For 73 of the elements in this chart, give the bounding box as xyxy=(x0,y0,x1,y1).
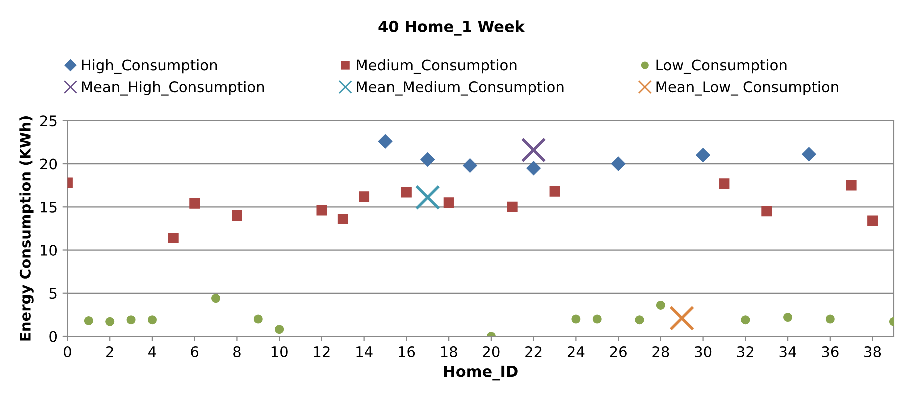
point xyxy=(611,156,626,172)
y-tick-label: 15 xyxy=(41,202,57,213)
x-tick-label: 16 xyxy=(399,346,416,358)
legend-label: High_Consumption xyxy=(82,59,218,74)
point xyxy=(420,152,436,167)
point xyxy=(444,198,454,208)
point xyxy=(148,316,157,325)
x-tick-label: 10 xyxy=(272,346,288,358)
point xyxy=(84,316,94,326)
x-tick-label: 20 xyxy=(483,346,500,358)
point xyxy=(190,198,200,209)
x-tick-label: 12 xyxy=(314,346,330,358)
point xyxy=(762,206,772,217)
legend-label: Low_Consumption xyxy=(656,59,787,74)
x-tick-label: 32 xyxy=(738,346,754,358)
point xyxy=(338,214,348,224)
point xyxy=(656,300,666,310)
point xyxy=(719,178,730,190)
point xyxy=(526,161,542,176)
x-tick-label: 22 xyxy=(526,346,542,358)
x-tick-label: 38 xyxy=(864,346,882,358)
point xyxy=(670,306,695,331)
x-tick-label: 18 xyxy=(441,346,458,358)
point xyxy=(868,216,878,226)
point xyxy=(846,180,857,191)
point xyxy=(521,138,546,163)
y-tick-label: 0 xyxy=(50,331,58,342)
chart-title: 40 Home_1 Week xyxy=(378,20,526,36)
point xyxy=(592,314,602,324)
point xyxy=(212,294,221,304)
legend-label: Mean_Low_ Consumption xyxy=(656,81,838,96)
x-tick-label: 14 xyxy=(356,346,373,358)
point xyxy=(802,147,816,162)
point xyxy=(168,232,179,244)
point xyxy=(359,192,370,202)
point xyxy=(826,314,835,324)
point xyxy=(401,187,412,198)
x-tick-label: 6 xyxy=(191,346,199,358)
x-tick-label: 0 xyxy=(64,346,72,358)
point xyxy=(232,210,242,221)
x-axis-title: Home_ID xyxy=(444,366,518,381)
point xyxy=(415,185,440,210)
y-tick-label: 20 xyxy=(40,158,58,170)
point xyxy=(550,186,560,197)
x-tick-label: 30 xyxy=(695,346,712,358)
point xyxy=(378,134,393,149)
point xyxy=(275,325,284,334)
y-tick-label: 25 xyxy=(40,116,57,127)
y-tick-label: 10 xyxy=(41,244,58,256)
x-tick-label: 2 xyxy=(106,346,114,358)
legend-label: Mean_High_Consumption xyxy=(82,81,264,96)
point xyxy=(507,202,518,212)
x-tick-label: 4 xyxy=(148,346,156,358)
x-tick-label: 26 xyxy=(610,346,627,358)
point xyxy=(696,148,711,163)
point xyxy=(572,314,581,324)
point xyxy=(316,205,328,216)
x-tick-label: 36 xyxy=(822,346,839,358)
point xyxy=(741,316,750,325)
y-axis-title: Energy Consumption (KWh) xyxy=(20,116,34,341)
point xyxy=(126,316,136,325)
point xyxy=(106,317,115,326)
point xyxy=(635,316,644,325)
x-tick-label: 24 xyxy=(568,346,585,358)
x-tick-label: 8 xyxy=(234,346,241,358)
y-tick-label: 5 xyxy=(50,288,57,300)
legend-label: Mean_Medium_Consumption xyxy=(357,81,564,96)
point xyxy=(254,314,263,324)
legend-label: Medium_Consumption xyxy=(357,59,517,74)
point xyxy=(784,313,793,322)
x-tick-label: 28 xyxy=(652,346,670,358)
x-tick-label: 34 xyxy=(780,346,796,358)
point xyxy=(463,158,478,173)
